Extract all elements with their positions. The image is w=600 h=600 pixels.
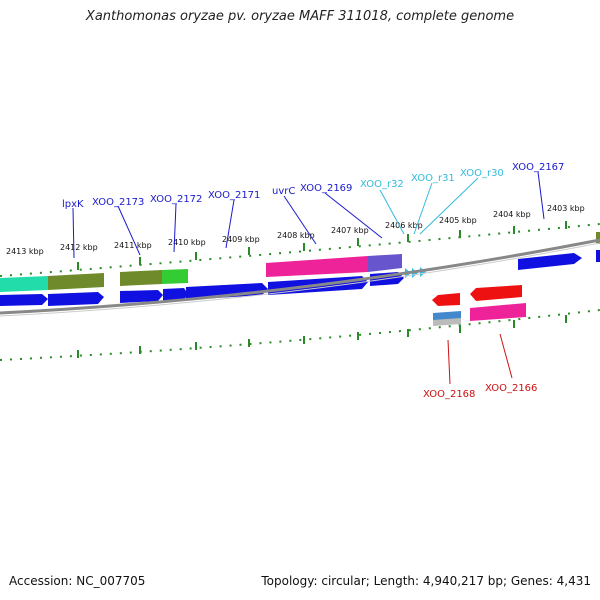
- gene-label-xoo-2172[interactable]: XOO_2172: [150, 194, 202, 205]
- feature-block[interactable]: [162, 269, 188, 284]
- kbp-label: 2413 kbp: [6, 247, 44, 256]
- feature-block[interactable]: [48, 273, 104, 290]
- gene-label-xoo-r32[interactable]: XOO_r32: [360, 179, 404, 190]
- kbp-label: 2403 kbp: [547, 204, 585, 213]
- kbp-label: 2406 kbp: [385, 221, 423, 230]
- gene-arrow-reverse[interactable]: [432, 293, 460, 306]
- gene-label-xoo-r31[interactable]: XOO_r31: [411, 173, 455, 184]
- reverse-genes: [432, 285, 526, 326]
- top-leader-lines: [72, 171, 545, 259]
- kbp-label: 2410 kbp: [168, 238, 206, 247]
- feature-block[interactable]: [120, 270, 162, 286]
- annotation-track: [0, 232, 600, 292]
- feature-block[interactable]: [470, 303, 526, 321]
- gene-label-xoo-2169[interactable]: XOO_2169: [300, 183, 352, 194]
- gene-label-xoo-2173[interactable]: XOO_2173: [92, 197, 144, 208]
- feature-block[interactable]: [433, 318, 461, 326]
- accession-text: Accession: NC_007705: [9, 574, 146, 588]
- genome-backbone: [0, 238, 600, 315]
- gene-arrow[interactable]: [186, 283, 268, 300]
- gene-arrow[interactable]: [596, 250, 600, 262]
- gene-arrow-reverse[interactable]: [470, 285, 522, 301]
- forward-tick-line: [0, 221, 600, 277]
- gene-label-xoo-r30[interactable]: XOO_r30: [460, 168, 504, 179]
- kbp-label: 2408 kbp: [277, 231, 315, 240]
- feature-block[interactable]: [0, 276, 48, 292]
- top-gene-labels: lpxK XOO_2173 XOO_2172 XOO_2171 uvrC XOO…: [62, 162, 564, 210]
- gene-label-xoo-2166[interactable]: XOO_2166: [485, 383, 537, 394]
- kbp-label: 2409 kbp: [222, 235, 260, 244]
- feature-block[interactable]: [368, 254, 402, 272]
- bottom-gene-labels: XOO_2168 XOO_2166: [423, 383, 537, 400]
- feature-block[interactable]: [266, 256, 368, 277]
- gene-arrow[interactable]: [163, 288, 188, 301]
- kbp-label: 2411 kbp: [114, 241, 152, 250]
- gene-label-xoo-2167[interactable]: XOO_2167: [512, 162, 564, 173]
- reverse-tick-line: [0, 309, 600, 361]
- gene-arrow[interactable]: [518, 253, 582, 270]
- kbp-tick-labels: 2413 kbp 2412 kbp 2411 kbp 2410 kbp 2409…: [6, 204, 585, 256]
- kbp-label: 2405 kbp: [439, 216, 477, 225]
- gene-label-xoo-2168[interactable]: XOO_2168: [423, 389, 475, 400]
- page-title: Xanthomonas oryzae pv. oryzae MAFF 31101…: [85, 9, 515, 24]
- gene-arrow[interactable]: [48, 292, 104, 306]
- gene-arrow[interactable]: [120, 290, 163, 303]
- gene-label-xoo-2171[interactable]: XOO_2171: [208, 190, 260, 201]
- kbp-label: 2407 kbp: [331, 226, 369, 235]
- kbp-label: 2412 kbp: [60, 243, 98, 252]
- genome-backbone-shadow: [0, 242, 600, 317]
- genome-stats-text: Topology: circular; Length: 4,940,217 bp…: [261, 574, 591, 588]
- bottom-leader-lines: [447, 333, 513, 385]
- kbp-label: 2404 kbp: [493, 210, 531, 219]
- feature-block[interactable]: [596, 232, 600, 244]
- gene-arrow[interactable]: [0, 294, 48, 306]
- gene-label-uvrC[interactable]: uvrC: [272, 186, 295, 197]
- gene-label-lpxK[interactable]: lpxK: [62, 199, 84, 210]
